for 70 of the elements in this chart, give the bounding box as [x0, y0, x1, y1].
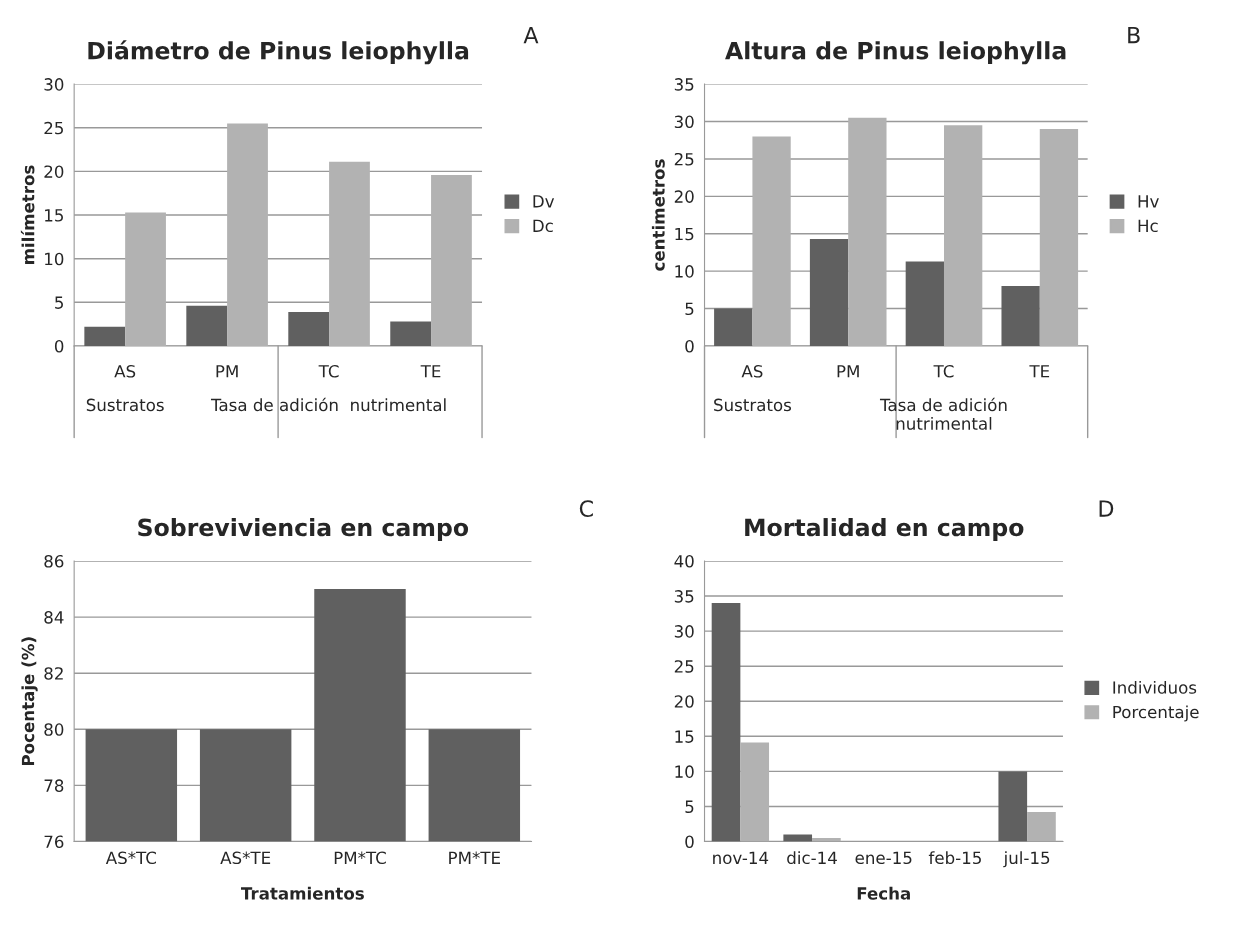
- y-tick-label: 30: [674, 625, 694, 638]
- y-tick-label: 82: [44, 667, 63, 680]
- text: A: [523, 26, 539, 44]
- y-tick-label: 25: [674, 152, 694, 166]
- x-tick-label: AS*TE: [220, 851, 271, 865]
- x-tick-label: nov-14: [713, 851, 769, 865]
- text: B: [1128, 26, 1140, 44]
- x-tick-label: dic-14: [787, 851, 837, 865]
- y-tick-label: 0: [685, 339, 694, 353]
- y-tick-label: 5: [685, 302, 694, 316]
- text: Tasa de adición nutrimental: [210, 397, 446, 412]
- y-tick-label: 30: [44, 78, 64, 91]
- y-tick-label: 15: [45, 209, 63, 222]
- y-tick-label: 10: [675, 765, 694, 778]
- legend-label: Hc: [1138, 219, 1158, 233]
- chart-title: Altura de Pinus leiophylla: [725, 41, 1066, 65]
- y-axis-title: Pocentaje (%): [21, 637, 38, 766]
- chart-title: Mortalidad en campo: [745, 518, 1024, 541]
- y-tick-label: 0: [54, 339, 64, 353]
- x-tick-label: AS: [114, 364, 136, 378]
- y-tick-label: 15: [675, 227, 694, 241]
- x-tick-label: AS: [741, 364, 763, 378]
- text: Sustratos: [714, 398, 792, 412]
- y-tick-label: 10: [45, 252, 64, 266]
- y-tick-label: 10: [675, 265, 694, 278]
- text: Tasa de adición nutrimental: [879, 397, 1007, 430]
- x-tick-label: PM*TE: [449, 851, 500, 864]
- x-tick-label: TC: [318, 364, 339, 378]
- y-tick-label: 35: [674, 590, 694, 603]
- x-tick-label: ene-15: [855, 851, 912, 865]
- y-tick-label: 5: [55, 296, 63, 309]
- y-axis-title: centimetros: [651, 159, 665, 271]
- y-tick-label: 5: [685, 800, 694, 814]
- chart-title: Diámetro de Pinus leiophylla: [88, 40, 469, 65]
- y-tick-label: 15: [675, 730, 694, 743]
- legend-label: Dc: [533, 219, 553, 233]
- chart-title: Sobreviviencia en campo: [138, 518, 469, 541]
- y-tick-label: 25: [674, 660, 694, 673]
- legend-label: Individuos: [1113, 680, 1197, 694]
- y-tick-label: 84: [44, 611, 64, 624]
- y-tick-label: 35: [674, 78, 694, 91]
- y-tick-label: 20: [674, 190, 694, 203]
- x-tick-label: TC: [933, 364, 954, 378]
- x-tick-label: TE: [420, 365, 441, 378]
- legend-label: Hv: [1138, 195, 1159, 208]
- y-tick-label: 78: [44, 779, 64, 792]
- y-tick-label: 40: [674, 554, 694, 568]
- x-axis-title: Fecha: [857, 886, 910, 900]
- text: C: [579, 500, 593, 517]
- legend-label: Porcentaje: [1113, 705, 1199, 722]
- x-tick-label: feb-15: [928, 851, 981, 865]
- y-tick-label: 80: [44, 723, 64, 736]
- x-tick-label: PM: [216, 365, 238, 378]
- y-tick-label: 25: [44, 121, 63, 135]
- x-tick-label: AS*TC: [105, 851, 156, 865]
- legend-label: Dv: [533, 195, 555, 208]
- text: D: [1099, 500, 1114, 517]
- y-axis-title: milímetros: [20, 165, 35, 265]
- y-tick-label: 20: [44, 165, 64, 178]
- text: Sustratos: [86, 398, 164, 412]
- y-tick-label: 30: [674, 115, 694, 129]
- y-tick-label: 76: [44, 835, 64, 849]
- x-tick-label: jul-15: [1003, 851, 1050, 868]
- y-tick-label: 86: [44, 554, 64, 568]
- x-axis-title: Tratamientos: [241, 886, 364, 900]
- x-tick-label: TE: [1029, 365, 1050, 378]
- y-tick-label: 0: [685, 835, 694, 849]
- y-tick-label: 20: [674, 695, 694, 708]
- x-tick-label: PM: [837, 365, 859, 378]
- x-tick-label: PM*TC: [334, 851, 386, 865]
